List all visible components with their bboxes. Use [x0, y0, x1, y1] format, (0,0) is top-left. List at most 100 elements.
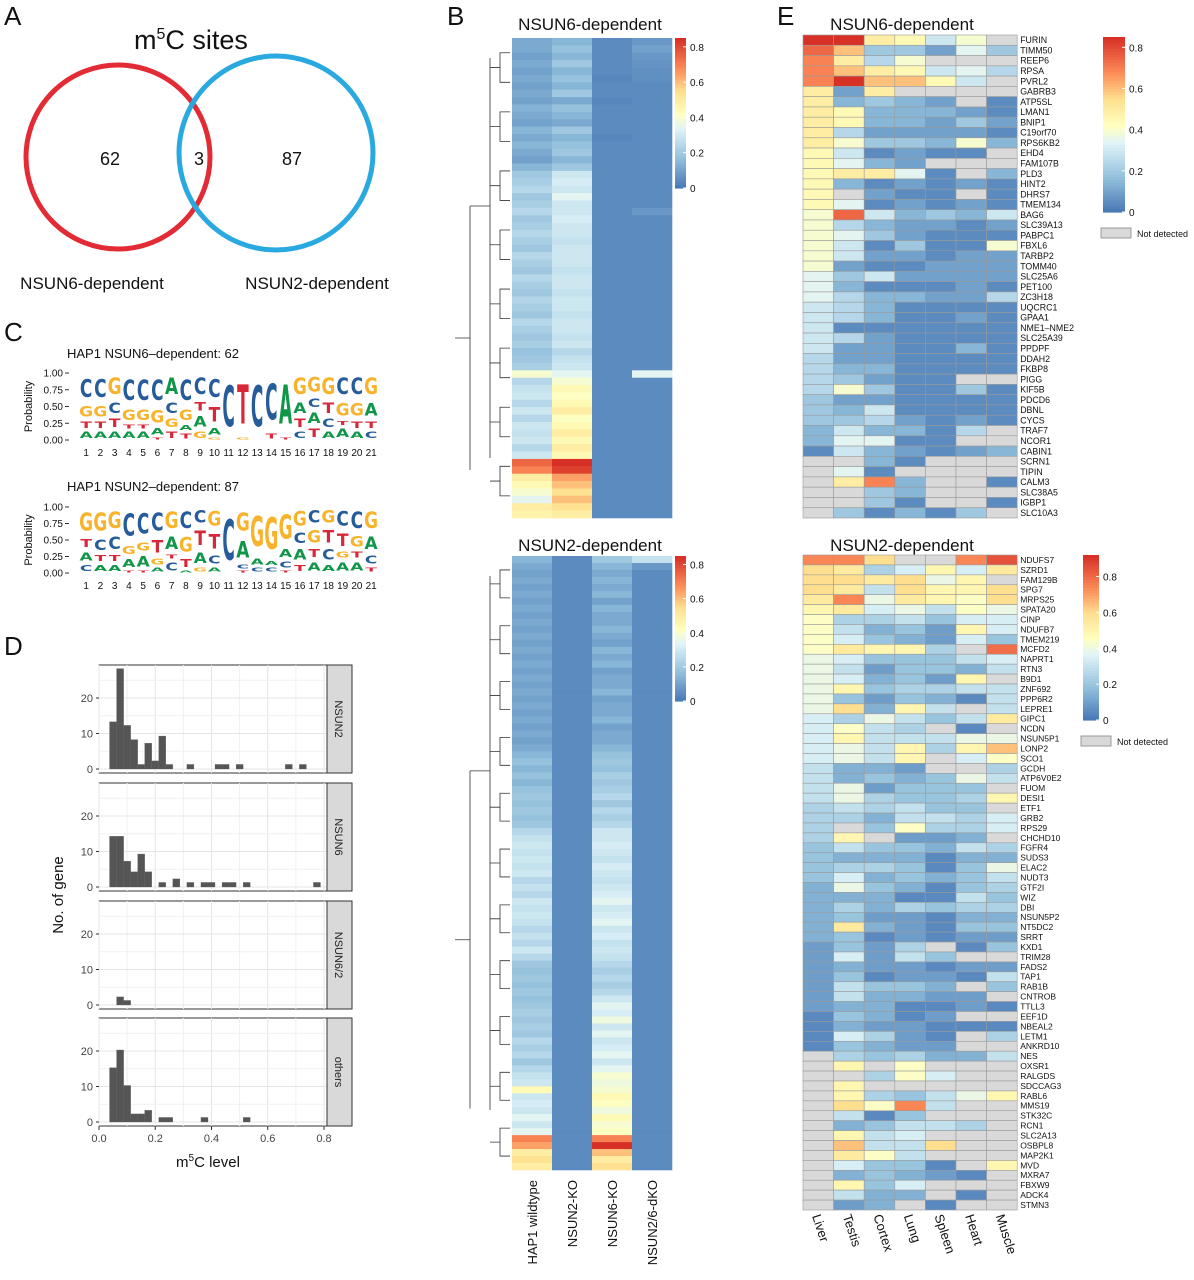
heatmap-cell	[925, 961, 957, 973]
heatmap-cell	[863, 1130, 896, 1141]
logo-letter-T: T	[80, 538, 92, 550]
heatmap-cell	[925, 842, 957, 854]
logo-position-label: 20	[351, 581, 363, 592]
heatmap-cell	[802, 852, 834, 863]
heatmap-cell-not-detected	[894, 1199, 926, 1211]
heatmap-cell	[632, 495, 673, 504]
heatmap-cell	[925, 75, 957, 87]
heatmap-cell	[894, 1179, 926, 1191]
heatmap-cell-not-detected	[955, 86, 987, 97]
heatmap-cell	[512, 1065, 553, 1073]
heatmap-cell	[925, 209, 957, 221]
heatmap-cell	[833, 644, 865, 655]
heatmap-cell-not-detected	[802, 1179, 834, 1191]
heatmap-cell	[632, 1086, 673, 1094]
heatmap-cell-not-detected	[802, 1110, 834, 1121]
heatmap-cell	[802, 931, 834, 943]
logo-letter-C: C	[137, 375, 149, 406]
heatmap-cell	[802, 782, 834, 794]
heatmap-cell	[802, 291, 834, 303]
heatmap-cell-not-detected	[802, 1060, 834, 1072]
colorbar-segment	[1083, 634, 1099, 639]
heatmap-cell	[863, 75, 896, 87]
heatmap-cell-not-detected	[986, 802, 1018, 814]
heatmap-cell-not-detected	[802, 1199, 834, 1211]
heatmap-cell	[894, 65, 926, 77]
heatmap-cell	[632, 681, 673, 689]
heatmap-cell	[833, 723, 865, 734]
heatmap-cell	[802, 147, 834, 159]
heatmap-cell	[592, 869, 633, 878]
heatmap-cell	[512, 1079, 553, 1087]
heatmap-cell	[592, 667, 633, 675]
heatmap-cell	[833, 951, 865, 963]
heatmap-cell	[955, 1001, 987, 1012]
gene-label: FBXL6	[1020, 241, 1047, 251]
heatmap-cell	[802, 991, 834, 1002]
colorbar-segment	[675, 105, 686, 109]
heatmap-cell	[925, 703, 957, 715]
venn-label-nsun2: NSUN2-dependent	[245, 274, 389, 293]
heatmap-cell	[512, 730, 553, 738]
heatmap-cell	[925, 653, 957, 665]
heatmap-cell	[894, 753, 926, 764]
heatmap-cell	[986, 1090, 1018, 1102]
gene-label: BAG6	[1020, 210, 1044, 220]
tissue-column-label: Cortex	[870, 1212, 896, 1254]
heatmap-cell	[512, 1058, 553, 1066]
colorbar-segment	[675, 45, 686, 49]
heatmap-cell	[592, 639, 633, 648]
heatmap-cell	[802, 723, 834, 734]
colorbar-segment	[675, 618, 686, 622]
heatmap-cell	[863, 219, 896, 231]
heatmap-cell-not-detected	[925, 486, 957, 498]
heatmap-cell	[632, 904, 673, 913]
heatmap-cell	[863, 1170, 896, 1181]
heatmap-cell-not-detected	[802, 1150, 834, 1161]
heatmap-cell	[955, 281, 987, 293]
heatmap-cell-not-detected	[955, 476, 987, 488]
heatmap-cell	[552, 89, 593, 98]
heatmap-cell-not-detected	[986, 466, 1018, 478]
logo-ytick: 1.00	[44, 503, 64, 514]
heatmap-cell	[955, 1120, 987, 1131]
logo-letter-T: T	[180, 433, 192, 441]
heatmap-cell	[925, 188, 957, 200]
heatmap-cell	[802, 971, 834, 983]
heatmap-cell	[925, 644, 957, 655]
dendrogram	[455, 569, 510, 1157]
colorbar-segment	[1083, 684, 1099, 688]
gene-label: RPS29	[1020, 823, 1047, 833]
heatmap-cell-not-detected	[986, 34, 1018, 46]
logo-letter-G: G	[122, 407, 136, 423]
gene-label: RALGDS	[1020, 1071, 1055, 1081]
logo-letter-G: G	[336, 551, 350, 560]
colorbar-segment	[1103, 98, 1125, 102]
heatmap-cell	[925, 373, 957, 385]
logo-letter-C: C	[165, 561, 177, 573]
gene-label: RABL6	[1020, 1091, 1047, 1101]
heatmap-cell	[512, 946, 553, 955]
colorbar-segment	[1103, 144, 1125, 149]
histogram-bar	[172, 878, 181, 888]
logo-letter-A: A	[194, 551, 207, 567]
logo-position-label: 3	[112, 581, 118, 592]
colorbar-segment	[675, 684, 686, 688]
heatmap-cell	[632, 744, 673, 752]
gene-label: B9D1	[1020, 674, 1042, 684]
logo-letter-C: C	[322, 418, 334, 430]
heatmap-cell	[833, 1001, 865, 1012]
heatmap-cell	[512, 126, 553, 135]
heatmap-cell	[552, 911, 593, 920]
heatmap-cell	[863, 332, 896, 344]
gene-label: PDCD6	[1020, 395, 1050, 405]
colorbar-segment	[1103, 127, 1125, 131]
logo-title: HAP1 NSUN6–dependent: 62	[67, 346, 239, 361]
heatmap-cell	[833, 1189, 865, 1201]
heatmap-cell-not-detected	[986, 1120, 1018, 1131]
heatmap-cell	[833, 743, 865, 754]
heatmap-cell	[592, 1121, 633, 1129]
tissue-column-label: Muscle	[993, 1212, 1020, 1256]
heatmap-cell	[552, 111, 593, 120]
heatmap-cell	[592, 326, 633, 334]
